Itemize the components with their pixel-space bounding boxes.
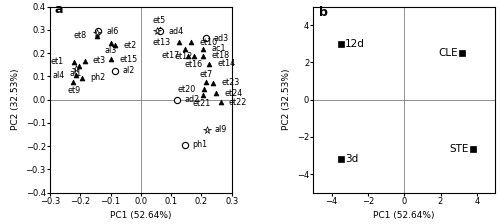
X-axis label: PC1 (52.64%): PC1 (52.64%) bbox=[374, 211, 435, 220]
Text: et18: et18 bbox=[212, 51, 230, 60]
Text: al6: al6 bbox=[106, 27, 118, 36]
Text: et15: et15 bbox=[119, 54, 138, 64]
Text: et20: et20 bbox=[178, 85, 196, 94]
Text: 3d: 3d bbox=[345, 154, 358, 164]
Text: et13: et13 bbox=[152, 38, 170, 47]
Text: et24: et24 bbox=[225, 89, 243, 98]
Y-axis label: PC2 (32.53%): PC2 (32.53%) bbox=[11, 69, 20, 130]
Text: et10: et10 bbox=[199, 38, 218, 47]
Text: et12: et12 bbox=[174, 52, 193, 61]
Text: et23: et23 bbox=[222, 78, 240, 87]
Text: et5: et5 bbox=[152, 16, 166, 25]
Text: ad2: ad2 bbox=[184, 95, 200, 104]
Y-axis label: PC2 (32.53%): PC2 (32.53%) bbox=[282, 69, 292, 130]
Text: STE: STE bbox=[450, 144, 468, 154]
X-axis label: PC1 (52.64%): PC1 (52.64%) bbox=[110, 211, 172, 220]
Text: et9: et9 bbox=[68, 86, 81, 95]
Text: ad4: ad4 bbox=[168, 27, 183, 36]
Text: et21: et21 bbox=[192, 99, 210, 108]
Text: 12d: 12d bbox=[345, 39, 365, 49]
Text: et17: et17 bbox=[161, 51, 180, 60]
Text: et14: et14 bbox=[218, 59, 236, 68]
Text: al2: al2 bbox=[122, 66, 135, 75]
Text: al3: al3 bbox=[104, 46, 117, 56]
Text: ph2: ph2 bbox=[90, 73, 106, 82]
Text: et2: et2 bbox=[124, 41, 137, 50]
Text: et7: et7 bbox=[200, 69, 212, 79]
Text: ac1: ac1 bbox=[212, 44, 226, 53]
Text: et3: et3 bbox=[92, 56, 106, 65]
Text: ad3: ad3 bbox=[214, 34, 228, 43]
Text: al4: al4 bbox=[53, 71, 65, 80]
Text: a: a bbox=[54, 2, 63, 15]
Text: al1: al1 bbox=[70, 69, 82, 78]
Text: b: b bbox=[319, 6, 328, 19]
Text: et22: et22 bbox=[228, 97, 247, 106]
Text: et16: et16 bbox=[184, 60, 203, 69]
Text: CLE: CLE bbox=[438, 48, 458, 58]
Text: et8: et8 bbox=[73, 31, 86, 40]
Text: et1: et1 bbox=[50, 57, 64, 66]
Text: ph1: ph1 bbox=[192, 140, 208, 149]
Text: al9: al9 bbox=[215, 125, 228, 134]
